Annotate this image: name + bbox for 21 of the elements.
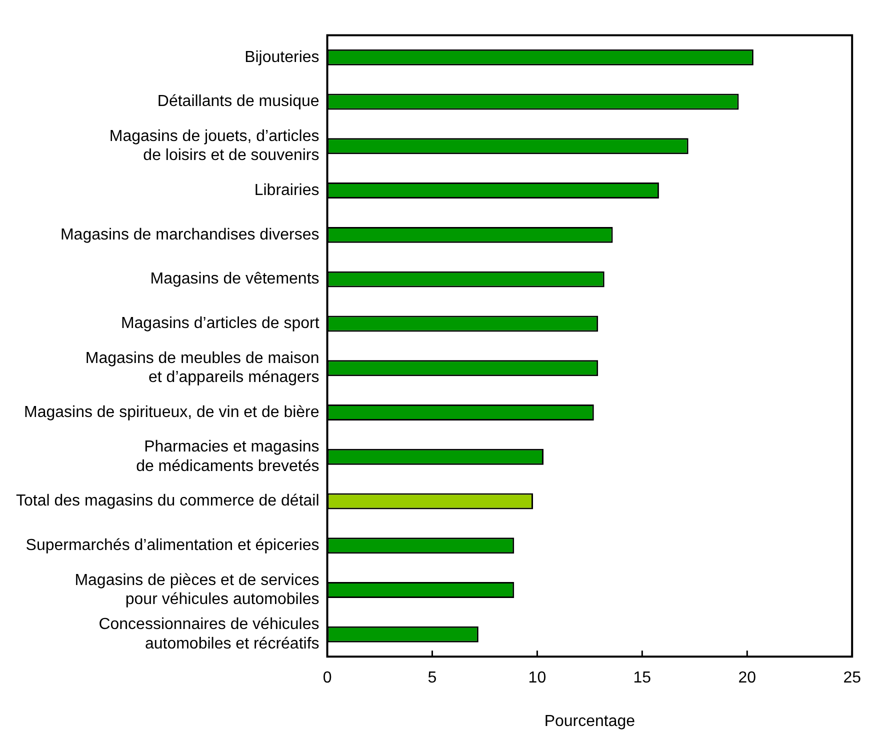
y-tick-label: Magasins de vêtements [150, 270, 320, 288]
x-tick-label: 5 [428, 670, 437, 687]
y-tick-label: Bijouteries [244, 48, 320, 66]
y-tick-label: Magasins de jouets, d’articles de loisirs et de souvenirs [109, 128, 320, 164]
x-tick-label: 15 [633, 670, 652, 687]
y-tick-label: Pharmacies et magasins de médicaments brevetés [136, 438, 320, 475]
y-tick-label: Détaillants de musique [157, 93, 320, 110]
x-tick-label: 20 [738, 670, 756, 687]
x-tick-label: 0 [322, 670, 332, 687]
y-tick-label: Magasins d’articles de sport [120, 315, 320, 332]
y-tick-label: Concessionnaires de véhicules automobiles et récréatifs [98, 616, 320, 652]
y-tick-label: Magasins de meubles de maison et d’appareils ménagers [85, 350, 320, 386]
y-tick-label: Total des magasins du commerce de détail [16, 492, 320, 510]
x-tick-label: 10 [528, 670, 546, 687]
y-tick-label: Supermarchés d’alimentation et épiceries [26, 537, 320, 554]
y-tick-label: Magasins de pièces et de services pour véhicules automobiles [74, 572, 320, 608]
x-axis-title: Pourcentage [544, 712, 636, 730]
y-tick-label: Magasins de marchandises diverses [60, 226, 320, 244]
x-tick-label: 25 [843, 670, 862, 687]
y-tick-label: Magasins de spiritueux, de vin et de bière [24, 404, 320, 421]
y-tick-label: Librairies [254, 182, 320, 199]
